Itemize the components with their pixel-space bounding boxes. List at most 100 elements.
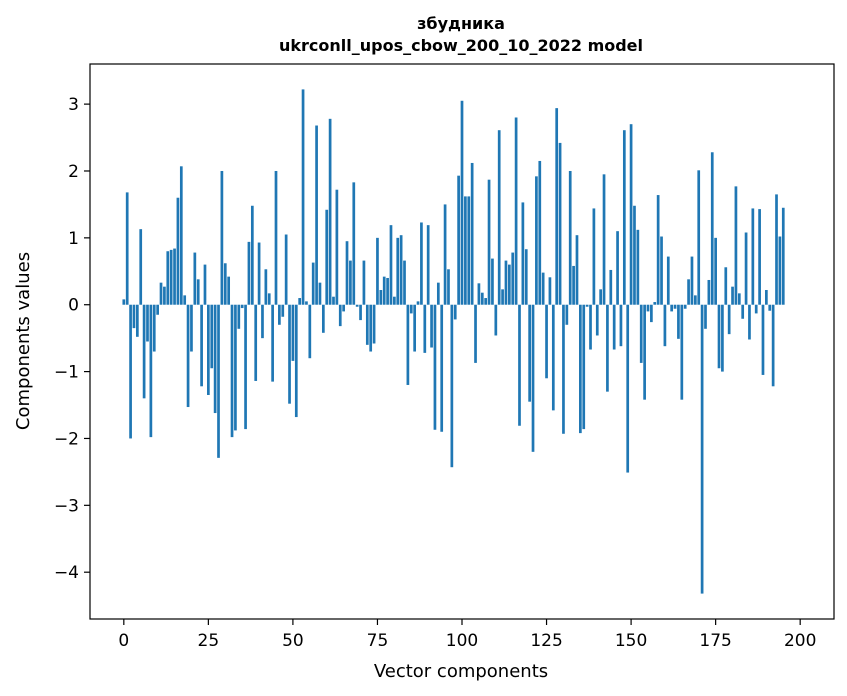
bar-component-139 (592, 208, 596, 305)
bar-component-153 (639, 304, 643, 363)
bar-component-96 (447, 269, 450, 305)
bar-component-107 (484, 298, 488, 305)
bar-component-143 (606, 304, 609, 392)
bar-component-70 (359, 304, 362, 321)
bar-component-69 (355, 304, 359, 307)
bar-component-71 (362, 260, 366, 305)
bar-component-93 (436, 282, 440, 305)
bar-component-57 (315, 125, 318, 305)
bar-component-182 (737, 293, 741, 305)
bar-component-63 (335, 189, 339, 305)
bar-component-79 (389, 225, 393, 305)
y-tick-label: −4 (54, 563, 79, 583)
bar-component-124 (541, 272, 545, 305)
y-axis-ticks: 3 2 1 0 −1 −2 −3 −4 (54, 95, 90, 583)
bar-component-128 (555, 108, 559, 305)
bar-component-158 (656, 195, 660, 305)
chart-title-line1: збудника (417, 14, 505, 33)
bar-component-33 (234, 304, 237, 431)
bar-component-148 (622, 130, 626, 305)
bar-component-51 (294, 304, 298, 418)
bar-component-26 (210, 304, 214, 369)
bar-component-40 (257, 242, 261, 305)
bar-component-24 (203, 264, 207, 305)
bar-component-39 (254, 304, 258, 381)
bar-component-135 (579, 304, 582, 434)
bar-component-156 (650, 304, 653, 323)
y-tick-label: 1 (68, 229, 79, 249)
bar-component-105 (477, 283, 481, 305)
bar-component-59 (321, 304, 325, 333)
bar-component-167 (687, 279, 690, 305)
bar-component-109 (491, 258, 494, 305)
bar-component-34 (237, 304, 241, 329)
bar-component-104 (474, 304, 477, 363)
bar-component-126 (548, 277, 552, 305)
bar-component-5 (139, 229, 143, 305)
bar-component-89 (423, 304, 427, 353)
bar-component-2 (129, 304, 132, 439)
bar-component-22 (196, 279, 200, 305)
bar-component-164 (677, 304, 680, 339)
bar-component-32 (230, 304, 234, 438)
bar-component-18 (183, 295, 187, 305)
bar-component-166 (683, 304, 687, 309)
bar-component-3 (132, 304, 136, 329)
bar-component-149 (626, 304, 630, 473)
bar-component-48 (284, 234, 288, 305)
bar-component-129 (558, 142, 562, 305)
bar-component-151 (633, 205, 636, 305)
bar-component-155 (646, 304, 650, 312)
bar-component-144 (609, 269, 613, 305)
bar-component-20 (190, 304, 193, 352)
bar-component-47 (281, 304, 285, 317)
x-tick-label: 25 (198, 631, 220, 651)
bar-component-194 (778, 236, 782, 305)
bar-component-118 (521, 202, 525, 305)
bar-component-29 (220, 170, 224, 305)
bar-component-19 (186, 304, 190, 408)
bar-component-178 (724, 267, 728, 305)
bar-component-116 (514, 117, 518, 305)
bar-component-145 (612, 304, 616, 350)
bar-component-134 (575, 235, 579, 305)
bar-component-8 (149, 304, 153, 438)
bar-component-75 (376, 237, 379, 305)
bar-component-38 (250, 205, 254, 305)
bar-component-67 (349, 260, 352, 305)
bar-component-183 (741, 304, 745, 319)
bar-component-168 (690, 256, 694, 305)
bar-component-37 (247, 241, 251, 305)
bar-component-184 (744, 232, 748, 305)
y-tick-label: 2 (68, 162, 79, 182)
bar-component-78 (386, 277, 389, 305)
bar-component-186 (751, 208, 755, 305)
bar-component-11 (159, 282, 163, 305)
bar-component-76 (379, 290, 383, 305)
x-tick-label: 50 (282, 631, 304, 651)
bar-component-103 (470, 162, 474, 305)
bar-component-101 (464, 196, 467, 305)
bar-component-125 (545, 304, 548, 379)
bar-component-127 (551, 304, 555, 411)
bar-component-81 (396, 237, 400, 305)
bar-component-136 (582, 304, 586, 430)
bar-component-72 (365, 304, 369, 345)
bar-component-102 (467, 196, 471, 305)
bar-component-181 (734, 186, 738, 305)
x-tick-label: 0 (118, 631, 129, 651)
bar-component-77 (382, 276, 386, 305)
bar-component-94 (440, 304, 444, 432)
bar-component-137 (585, 304, 589, 307)
bar-component-188 (758, 209, 761, 305)
bar-component-112 (501, 289, 504, 305)
bar-component-140 (595, 304, 599, 336)
bar-component-176 (717, 304, 721, 369)
bar-component-110 (494, 304, 498, 336)
bar-component-147 (619, 304, 623, 347)
chart-title-line2: ukrconll_upos_cbow_200_10_2022 model (279, 36, 643, 55)
bar-component-36 (244, 304, 247, 430)
y-tick-label: 3 (68, 95, 79, 115)
bar-component-85 (409, 304, 413, 314)
